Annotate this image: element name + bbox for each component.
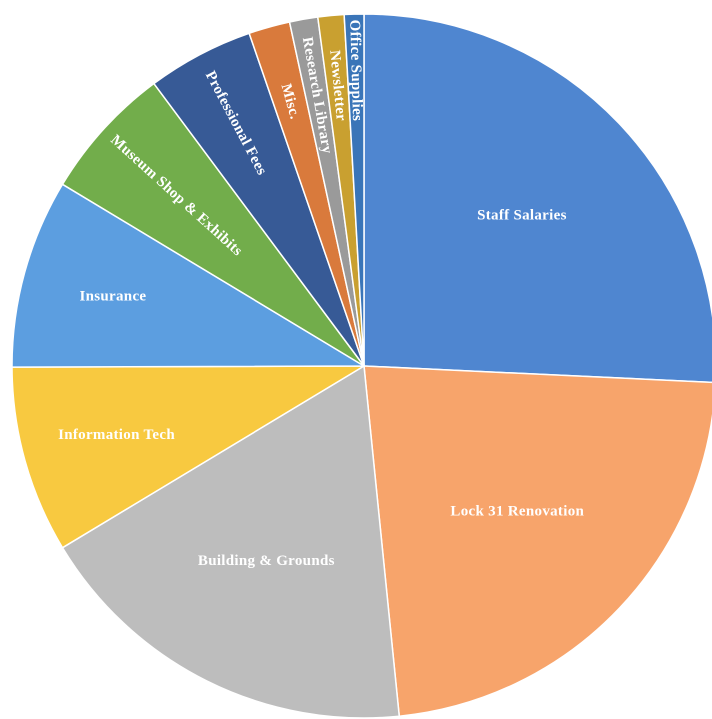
pie-label-building-and-grounds: Building & Grounds <box>198 553 335 569</box>
pie-slice-lock-31-renovation <box>363 365 712 717</box>
pie-label-staff-salaries: Staff Salaries <box>477 207 567 223</box>
pie-label-newsletter: Newsletter <box>326 49 349 122</box>
pie-slice-museum-shop-and-exhibits <box>61 82 365 367</box>
pie-slices <box>11 13 712 719</box>
pie-label-information-tech: Information Tech <box>58 427 175 443</box>
pie-slice-building-and-grounds <box>61 365 401 719</box>
pie-slice-insurance <box>11 183 365 368</box>
pie-slice-office-supplies <box>343 13 365 367</box>
pie-slice-staff-salaries <box>363 13 712 384</box>
pie-label-insurance: Insurance <box>79 289 146 305</box>
pie-label-office-supplies: Office Supplies <box>346 19 365 121</box>
pie-slice-information-tech <box>11 365 365 549</box>
pie-label-lock-31-renovation: Lock 31 Renovation <box>450 503 584 519</box>
